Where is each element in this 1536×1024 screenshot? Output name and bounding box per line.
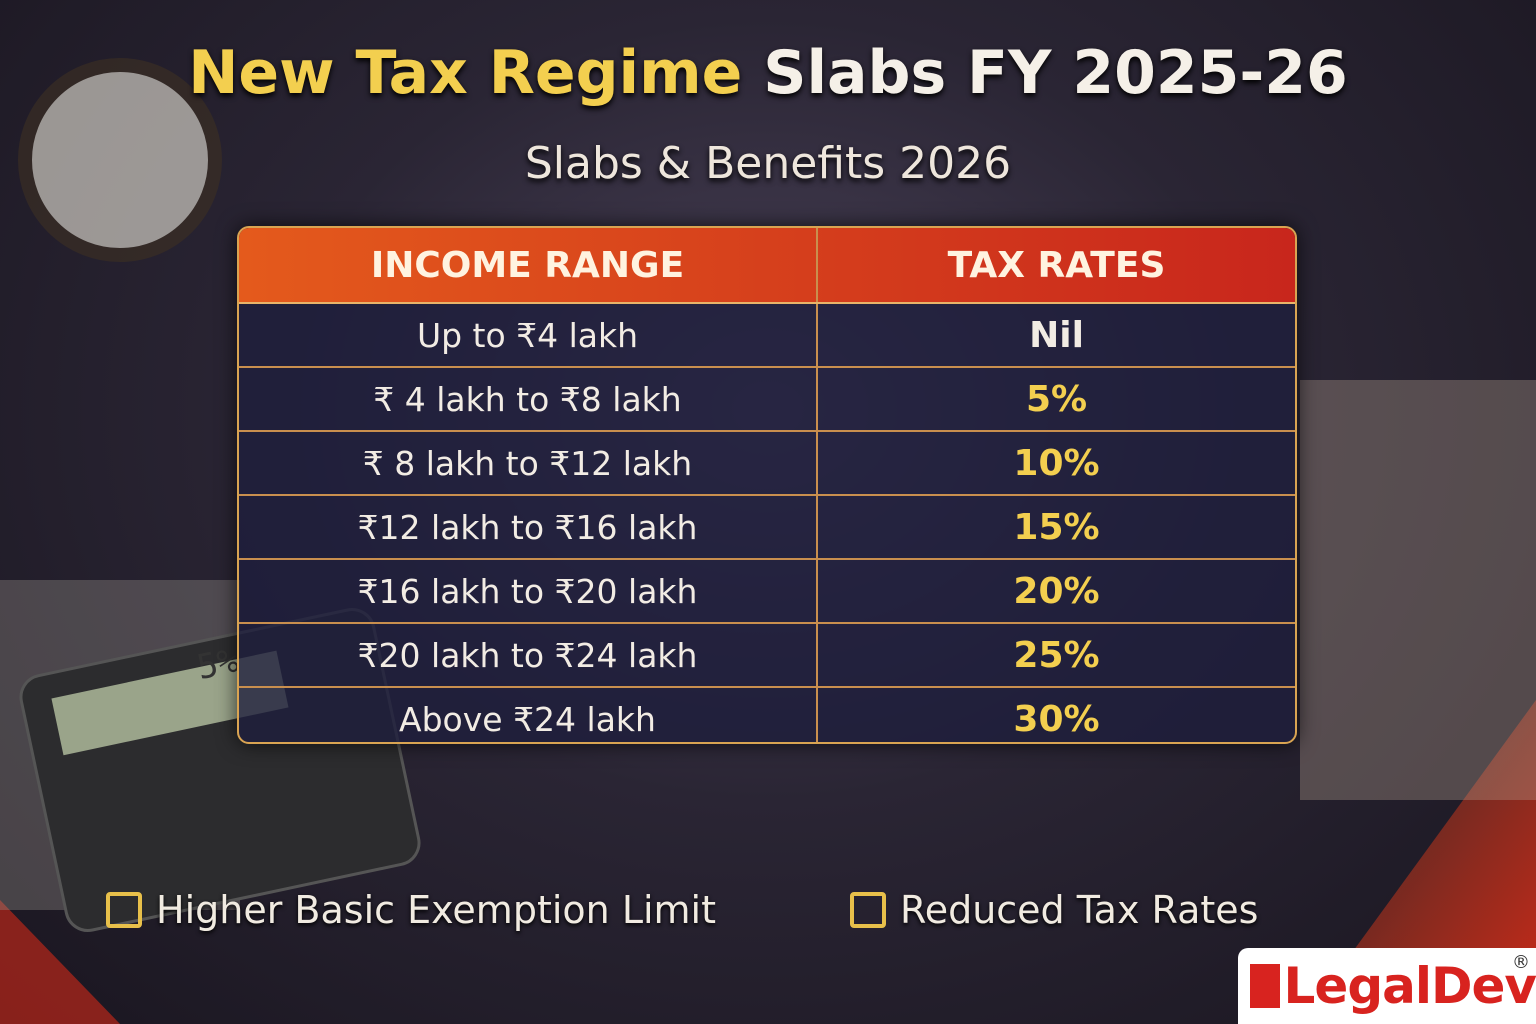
- table-row: Up to ₹4 lakh Nil: [239, 304, 1295, 368]
- table-body: Up to ₹4 lakh Nil ₹ 4 lakh to ₹8 lakh 5% ₹ 8…: [239, 304, 1295, 742]
- calculator-text: 5%: [194, 640, 242, 688]
- tax-rate: 25%: [1013, 634, 1100, 676]
- logo-mark: ®: [1512, 952, 1530, 973]
- tax-rate-cell: 10%: [818, 432, 1295, 494]
- income-range: ₹12 lakh to ₹16 lakh: [239, 496, 818, 558]
- title-rest: Slabs FY 2025-26: [763, 38, 1348, 108]
- table-row: ₹20 lakh to ₹24 lakh 25%: [239, 624, 1295, 688]
- income-range: Up to ₹4 lakh: [239, 304, 818, 366]
- logo-icon: [1250, 964, 1280, 1008]
- income-range: ₹16 lakh to ₹20 lakh: [239, 560, 818, 622]
- income-range: ₹20 lakh to ₹24 lakh: [239, 624, 818, 686]
- table-row: ₹ 4 lakh to ₹8 lakh 5%: [239, 368, 1295, 432]
- income-range: Above ₹24 lakh: [239, 688, 818, 742]
- benefit: Higher Basic Exemption Limit: [106, 888, 716, 932]
- tax-rate: 10%: [1013, 442, 1100, 484]
- tax-rate-cell: 5%: [818, 368, 1295, 430]
- income-range: ₹ 8 lakh to ₹12 lakh: [239, 432, 818, 494]
- check-icon: [106, 892, 142, 928]
- column-header: TAX RATES: [947, 244, 1166, 286]
- tax-rate-cell: 15%: [818, 496, 1295, 558]
- tax-rate: 15%: [1013, 506, 1100, 548]
- tax-rate: 5%: [1025, 378, 1088, 420]
- income-range: ₹ 4 lakh to ₹8 lakh: [239, 368, 818, 430]
- table-row: ₹12 lakh to ₹16 lakh 15%: [239, 496, 1295, 560]
- logo-name: LegalDev: [1283, 957, 1536, 1015]
- table-row: Above ₹24 lakh 30%: [239, 688, 1295, 742]
- tax-rate-cell: Nil: [818, 304, 1295, 366]
- table-row: ₹16 lakh to ₹20 lakh 20%: [239, 560, 1295, 624]
- table-header: INCOME RANGE TAX RATES: [239, 228, 1295, 304]
- tax-rate-cell: 20%: [818, 560, 1295, 622]
- tax-rate: Nil: [1029, 314, 1084, 356]
- logo: LegalDev ®: [1238, 948, 1536, 1024]
- benefit: Reduced Tax Rates: [850, 888, 1258, 932]
- title: New Tax Regime Slabs FY 2025-26: [0, 38, 1536, 108]
- tax-rate-cell: 25%: [818, 624, 1295, 686]
- calculator-display: 5%: [194, 640, 242, 688]
- tax-rate-cell: 30%: [818, 688, 1295, 742]
- title-highlight: New Tax Regime: [188, 38, 743, 108]
- column-header: INCOME RANGE: [239, 228, 818, 302]
- table-row: ₹ 8 lakh to ₹12 lakh 10%: [239, 432, 1295, 496]
- tax-table: INCOME RANGE TAX RATES Up to ₹4 lakh Nil ₹…: [237, 226, 1297, 744]
- benefit-text: Higher Basic Exemption Limit: [156, 888, 717, 932]
- check-icon: [850, 892, 886, 928]
- benefit-text: Reduced Tax Rates: [900, 888, 1259, 932]
- tax-rate: 30%: [1013, 698, 1100, 740]
- subtitle: Slabs & Benefits 2026: [524, 138, 1012, 189]
- tax-rate: 20%: [1013, 570, 1100, 612]
